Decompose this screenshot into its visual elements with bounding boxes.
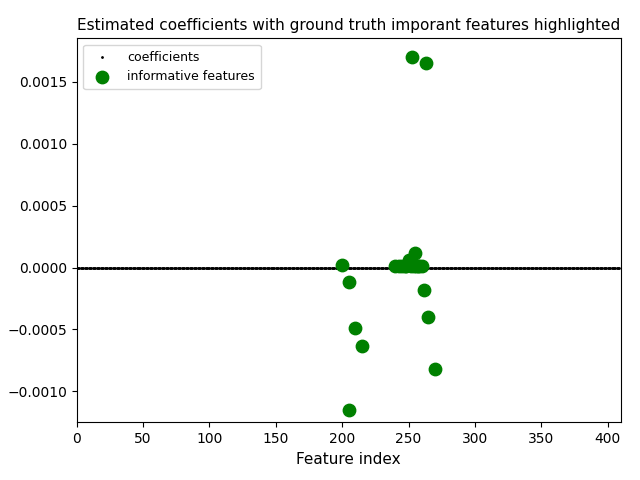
coefficients xyxy=(539,264,547,270)
informative features xyxy=(337,261,348,269)
coefficients xyxy=(73,264,81,270)
informative features xyxy=(357,342,367,350)
informative features xyxy=(397,263,407,270)
informative features xyxy=(412,263,422,270)
coefficients xyxy=(540,264,548,270)
Title: Estimated coefficients with ground truth imporant features highlighted: Estimated coefficients with ground truth… xyxy=(77,18,620,33)
informative features xyxy=(420,60,431,67)
informative features xyxy=(430,365,440,373)
informative features xyxy=(409,263,419,270)
coefficients xyxy=(285,264,293,270)
informative features xyxy=(419,286,429,294)
coefficients xyxy=(174,264,182,270)
informative features xyxy=(344,406,354,414)
informative features xyxy=(417,263,427,270)
informative features xyxy=(410,249,420,256)
informative features xyxy=(394,263,404,270)
informative features xyxy=(423,313,433,321)
informative features xyxy=(413,263,423,270)
informative features xyxy=(344,278,354,286)
informative features xyxy=(403,256,413,264)
informative features xyxy=(390,263,401,270)
coefficients xyxy=(297,264,305,270)
informative features xyxy=(401,263,411,270)
X-axis label: Feature index: Feature index xyxy=(296,452,401,467)
informative features xyxy=(406,263,416,270)
informative features xyxy=(399,263,410,270)
informative features xyxy=(414,263,424,270)
coefficients xyxy=(616,264,623,270)
Legend: coefficients, informative features: coefficients, informative features xyxy=(83,45,260,89)
informative features xyxy=(408,53,418,61)
coefficients xyxy=(86,264,94,270)
Line: coefficients: coefficients xyxy=(76,266,621,269)
informative features xyxy=(350,324,360,332)
